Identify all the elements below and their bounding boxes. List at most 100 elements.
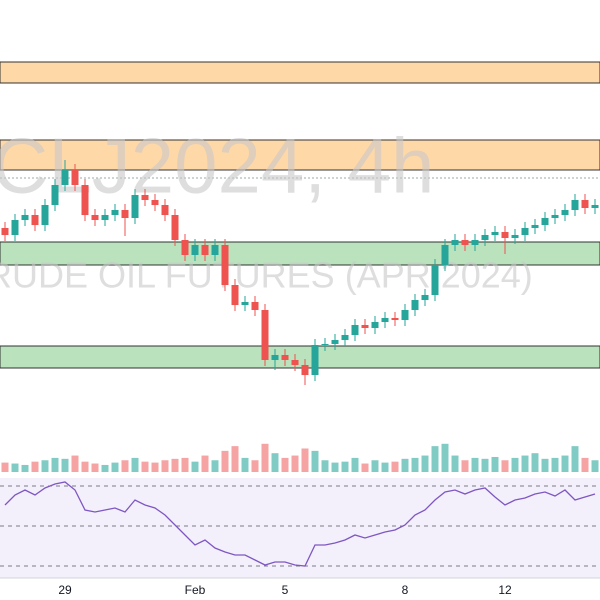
support-zone xyxy=(0,345,600,369)
candle-body xyxy=(331,340,339,344)
volume-bar xyxy=(531,453,539,472)
volume-bar xyxy=(341,461,349,472)
candle-body xyxy=(501,232,509,238)
candle-body xyxy=(381,318,389,322)
volume-bar xyxy=(151,462,159,472)
volume-bar xyxy=(491,456,499,472)
volume-bar xyxy=(261,443,269,472)
candle-body xyxy=(441,245,449,265)
volume-bar xyxy=(571,446,579,472)
volume-bar xyxy=(11,463,19,472)
volume-bar xyxy=(461,460,469,472)
volume-bar xyxy=(561,455,569,472)
candle-body xyxy=(301,365,309,375)
volume-bar xyxy=(201,455,209,472)
x-tick-label: 29 xyxy=(58,583,72,597)
candle-body xyxy=(101,215,109,220)
volume-bar xyxy=(291,455,299,472)
candle-body xyxy=(131,195,139,218)
volume-bar xyxy=(221,450,229,472)
volume-bar xyxy=(171,458,179,472)
volume-bar xyxy=(481,458,489,472)
candle-body xyxy=(121,210,129,218)
volume-bar xyxy=(521,455,529,472)
volume-bar xyxy=(71,455,79,472)
volume-bar xyxy=(191,461,199,472)
candle-body xyxy=(281,355,289,360)
x-tick-label: 5 xyxy=(282,583,289,597)
volume-bar xyxy=(161,460,169,472)
x-tick-label: Feb xyxy=(185,583,206,597)
candle-body xyxy=(241,302,249,305)
candle-body xyxy=(41,205,49,225)
candle-body xyxy=(251,302,259,310)
candle-body xyxy=(291,360,299,365)
watermark-subtitle: CRUDE OIL FUTURES (APR 2024) xyxy=(0,255,533,296)
candle-body xyxy=(341,335,349,340)
volume-bar xyxy=(591,460,599,472)
candle-body xyxy=(421,295,429,300)
candle-body xyxy=(91,215,99,220)
candle-body xyxy=(231,285,239,305)
candle-body xyxy=(141,195,149,200)
volume-bar xyxy=(141,461,149,472)
volume-bar xyxy=(551,457,559,472)
volume-bar xyxy=(211,460,219,472)
volume-bar xyxy=(271,453,279,472)
candle-body xyxy=(261,310,269,360)
volume-bar xyxy=(51,457,59,472)
candle-body xyxy=(551,215,559,218)
candle-body xyxy=(81,185,89,215)
candle-body xyxy=(461,240,469,245)
volume-bar xyxy=(311,450,319,472)
candle-body xyxy=(401,310,409,320)
candle-body xyxy=(391,318,399,320)
volume-bar xyxy=(451,455,459,472)
volume-bar xyxy=(441,443,449,472)
volume-bar xyxy=(541,458,549,472)
candle-body xyxy=(451,240,459,245)
volume-bar xyxy=(231,446,239,472)
candle-body xyxy=(511,235,519,238)
volume-bar xyxy=(321,460,329,472)
volume-bar xyxy=(401,458,409,472)
volume-bar xyxy=(111,462,119,472)
zones xyxy=(0,61,600,369)
volume-bar xyxy=(581,457,589,472)
volume-bar xyxy=(381,462,389,472)
candle-body xyxy=(51,185,59,205)
volume-bar xyxy=(251,460,259,472)
volume-bar xyxy=(431,446,439,472)
candle-body xyxy=(161,205,169,215)
volume-bar xyxy=(511,457,519,472)
candle-body xyxy=(591,205,599,208)
volume-bar xyxy=(471,457,479,472)
volume-bar xyxy=(411,457,419,472)
volume-bar xyxy=(371,460,379,472)
candle-body xyxy=(271,355,279,360)
volume-bar xyxy=(31,461,39,472)
candle-body xyxy=(581,200,589,208)
volume-bar xyxy=(1,462,9,472)
volume-bar xyxy=(41,460,49,472)
candle-body xyxy=(521,228,529,235)
candle-body xyxy=(431,265,439,295)
candle-body xyxy=(31,215,39,225)
volume-bar xyxy=(421,455,429,472)
volume-bar xyxy=(121,460,129,472)
volume-bar xyxy=(361,463,369,472)
candle-body xyxy=(561,210,569,215)
candle-body xyxy=(171,215,179,240)
x-tick-label: 12 xyxy=(498,583,512,597)
volume-bar xyxy=(351,457,359,472)
candle-body xyxy=(531,225,539,228)
volume-bar xyxy=(501,460,509,472)
candle-body xyxy=(321,344,329,345)
resistance-zone xyxy=(0,61,600,84)
x-tick-label: 8 xyxy=(402,583,409,597)
volume-bar xyxy=(301,448,309,472)
candle-body xyxy=(371,322,379,328)
volume-bar xyxy=(331,462,339,472)
